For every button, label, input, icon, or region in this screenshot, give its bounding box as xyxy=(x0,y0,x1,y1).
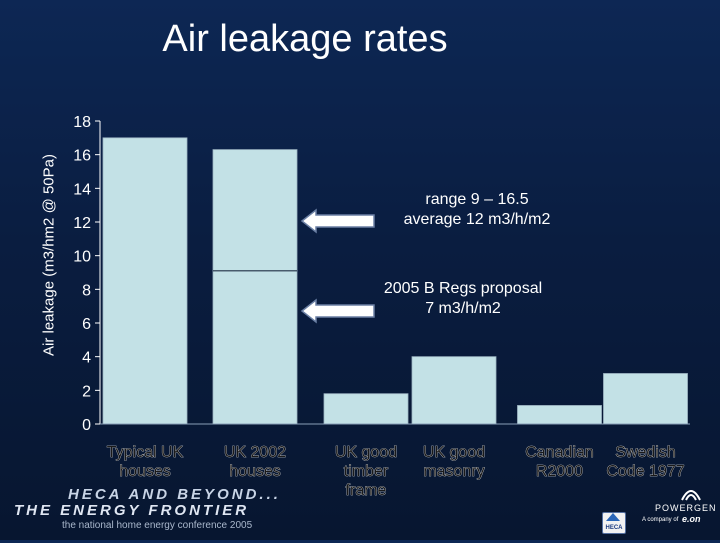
annotation-bregs-line1: 2005 B Regs proposal xyxy=(383,280,543,297)
powergen-subtitle: A company of xyxy=(642,517,679,523)
bar xyxy=(603,373,688,425)
y-tick-label: 14 xyxy=(73,181,91,198)
x-category-label: Swedish xyxy=(615,444,675,461)
y-tick-label: 12 xyxy=(73,215,91,232)
x-category-label: houses xyxy=(229,463,281,480)
x-category-label: R2000 xyxy=(536,463,583,480)
conference-subtitle: the national home energy conference 2005 xyxy=(62,520,253,531)
conference-logo: HECA AND BEYOND... THE ENERGY FRONTIER t… xyxy=(10,486,310,534)
annotation-range-line1: range 9 – 16.5 xyxy=(425,191,529,208)
bar xyxy=(102,137,188,425)
x-category-label: houses xyxy=(119,463,171,480)
y-tick-label: 0 xyxy=(82,417,91,434)
arrow-left-icon xyxy=(300,208,375,234)
y-tick-label: 16 xyxy=(73,148,91,165)
conference-logo-line2: THE ENERGY FRONTIER xyxy=(14,502,250,519)
x-category-label: UK good xyxy=(423,444,485,461)
annotation-range-line2: average 12 m3/h/m2 xyxy=(403,211,551,228)
x-category-label: UK 2002 xyxy=(224,444,286,461)
y-tick-label: 6 xyxy=(82,316,91,333)
annotation-range: range 9 – 16.5 average 12 m3/h/m2 xyxy=(372,190,582,230)
x-category-label: Typical UK xyxy=(107,444,184,461)
powergen-name: POWERGEN xyxy=(655,503,717,513)
heca-badge: HECA xyxy=(602,512,626,534)
x-category-label: frame xyxy=(346,482,387,499)
x-category-label: Canadian xyxy=(525,444,594,461)
x-category-label: masonry xyxy=(423,463,484,480)
heca-house-icon xyxy=(606,513,620,521)
arrow-left-icon xyxy=(300,298,375,324)
conference-logo-line1: HECA AND BEYOND... xyxy=(68,486,281,503)
y-tick-label: 4 xyxy=(82,350,91,367)
bar xyxy=(212,149,298,425)
y-tick-label: 8 xyxy=(82,282,91,299)
bar xyxy=(517,405,602,425)
annotation-bregs: 2005 B Regs proposal 7 m3/h/m2 xyxy=(358,279,568,319)
annotation-bregs-line2: 7 m3/h/m2 xyxy=(425,300,501,317)
eon-logo: e.on xyxy=(682,514,701,524)
slide-title: Air leakage rates xyxy=(162,18,448,60)
x-category-label: Code 1977 xyxy=(606,463,684,480)
y-tick-label: 18 xyxy=(73,114,91,131)
powergen-logo-icon xyxy=(681,490,701,501)
bar xyxy=(323,393,409,425)
y-tick-label: 2 xyxy=(82,383,91,400)
x-category-label: UK good xyxy=(335,444,397,461)
y-tick-label: 10 xyxy=(73,249,91,266)
bar xyxy=(411,356,497,425)
x-category-label: timber xyxy=(344,463,389,480)
